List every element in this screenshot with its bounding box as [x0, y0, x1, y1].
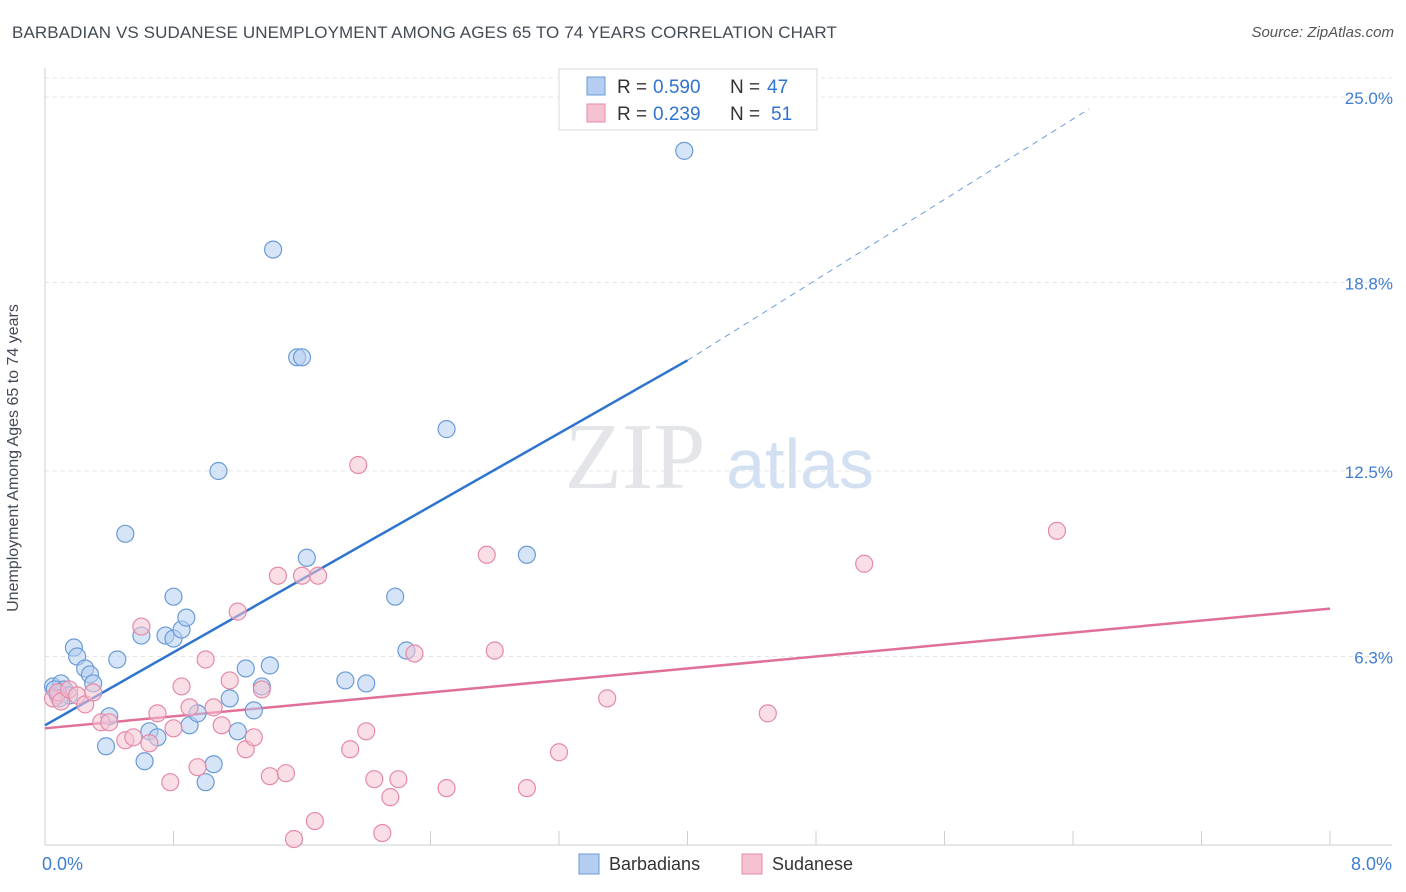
point-barbadians-42: [437, 420, 456, 439]
point-barbadians-31: [244, 701, 263, 720]
point-sudanese-38: [373, 823, 392, 843]
legend-swatch-barbadians: [586, 76, 606, 96]
point-barbadians-34: [263, 240, 283, 259]
point-sudanese-16: [172, 677, 191, 696]
legend-bottom-label-barbadians: Barbadians: [609, 854, 700, 874]
point-sudanese-15: [164, 719, 183, 738]
legend-r-label-sudanese: R =: [617, 104, 647, 125]
point-sudanese-36: [357, 722, 376, 741]
point-sudanese-39: [381, 788, 400, 807]
point-barbadians-30: [236, 659, 255, 678]
point-sudanese-42: [437, 779, 456, 798]
point-sudanese-50: [1047, 521, 1067, 540]
point-sudanese-41: [405, 644, 424, 663]
point-sudanese-21: [212, 716, 231, 735]
axes: [44, 68, 1392, 846]
point-sudanese-10: [124, 728, 143, 747]
point-sudanese-23: [228, 602, 247, 621]
point-barbadians-37: [297, 548, 316, 567]
point-barbadians-12: [108, 650, 127, 669]
point-sudanese-13: [148, 704, 167, 723]
point-barbadians-33: [260, 656, 279, 675]
point-sudanese-22: [220, 671, 239, 690]
point-sudanese-45: [517, 779, 536, 798]
point-sudanese-19: [196, 650, 215, 669]
point-sudanese-40: [389, 770, 408, 789]
point-sudanese-6: [84, 683, 103, 702]
point-sudanese-25: [244, 728, 263, 747]
point-sudanese-29: [276, 764, 296, 783]
point-sudanese-35: [349, 455, 368, 475]
point-sudanese-11: [132, 617, 151, 636]
point-sudanese-14: [161, 773, 180, 792]
legend-r-label-barbadians: R =: [617, 77, 647, 98]
x-tick-label-1: 8.0%: [1351, 854, 1392, 874]
legend-series: Barbadians Sudanese: [578, 853, 853, 875]
point-sudanese-27: [260, 767, 279, 786]
legend-n-label-sudanese: N =: [730, 104, 760, 125]
point-sudanese-37: [365, 770, 384, 789]
point-sudanese-26: [252, 680, 271, 699]
y-tick-label-0: 6.3%: [1354, 649, 1393, 668]
point-sudanese-12: [140, 734, 159, 753]
legend-bottom-swatch-sudanese: [741, 853, 763, 875]
point-sudanese-31: [292, 566, 312, 585]
point-barbadians-38: [336, 671, 355, 690]
watermark-zip: ZIP: [565, 405, 706, 509]
point-barbadians-29: [228, 722, 247, 741]
point-barbadians-22: [177, 608, 196, 627]
point-barbadians-25: [196, 773, 215, 792]
point-sudanese-33: [308, 566, 328, 585]
point-sudanese-49: [855, 554, 874, 573]
tick-labels: 6.3% 12.5% 18.8% 25.0% 0.0% 8.0%: [42, 89, 1393, 874]
point-sudanese-28: [268, 566, 288, 585]
point-barbadians-15: [135, 752, 154, 771]
point-barbadians-36: [292, 348, 312, 367]
point-sudanese-48: [758, 704, 777, 723]
point-sudanese-20: [204, 698, 223, 717]
point-barbadians-39: [357, 674, 376, 693]
point-barbadians-44: [675, 141, 694, 160]
watermark: ZIP atlas: [565, 405, 874, 509]
point-sudanese-47: [598, 689, 617, 708]
point-barbadians-27: [209, 461, 228, 481]
legend-n-value-sudanese: 51: [771, 104, 792, 125]
legend-stats: R = 0.590 N = 47 R = 0.239 N = 51: [558, 68, 818, 131]
trend-line-barbadians-extension: [687, 108, 1090, 361]
legend-n-label-barbadians: N =: [730, 77, 760, 98]
legend-r-value-sudanese: 0.239: [653, 104, 701, 125]
legend-swatch-sudanese: [586, 103, 606, 123]
point-sudanese-46: [549, 743, 569, 762]
y-tick-label-3: 25.0%: [1345, 89, 1393, 108]
point-barbadians-28: [220, 689, 239, 708]
trend-line-barbadians: [44, 359, 689, 727]
x-tick-label-0: 0.0%: [42, 854, 83, 874]
point-sudanese-8: [100, 713, 119, 732]
point-sudanese-34: [341, 740, 360, 759]
point-barbadians-40: [386, 587, 405, 606]
point-barbadians-13: [116, 524, 135, 543]
point-sudanese-32: [305, 811, 324, 831]
grid: [45, 77, 1392, 658]
point-sudanese-44: [485, 641, 504, 660]
source-label: Source: ZipAtlas.com: [1251, 24, 1394, 41]
point-barbadians-43: [517, 545, 536, 564]
legend-bottom-label-sudanese: Sudanese: [772, 854, 853, 874]
point-barbadians-26: [204, 755, 223, 774]
watermark-atlas: atlas: [726, 425, 874, 503]
point-barbadians-11: [96, 737, 116, 756]
legend-r-value-barbadians: 0.590: [653, 77, 701, 98]
chart-title: BARBADIAN VS SUDANESE UNEMPLOYMENT AMONG…: [12, 23, 837, 42]
data-points: [43, 141, 1067, 849]
point-barbadians-20: [164, 587, 183, 606]
y-tick-label-2: 18.8%: [1345, 275, 1393, 294]
point-sudanese-43: [477, 545, 496, 564]
point-sudanese-18: [188, 758, 207, 777]
point-sudanese-17: [180, 698, 199, 717]
point-sudanese-30: [284, 829, 304, 849]
legend-n-value-barbadians: 47: [767, 77, 788, 98]
y-tick-label-1: 12.5%: [1345, 463, 1393, 482]
legend-bottom-swatch-barbadians: [578, 853, 600, 875]
